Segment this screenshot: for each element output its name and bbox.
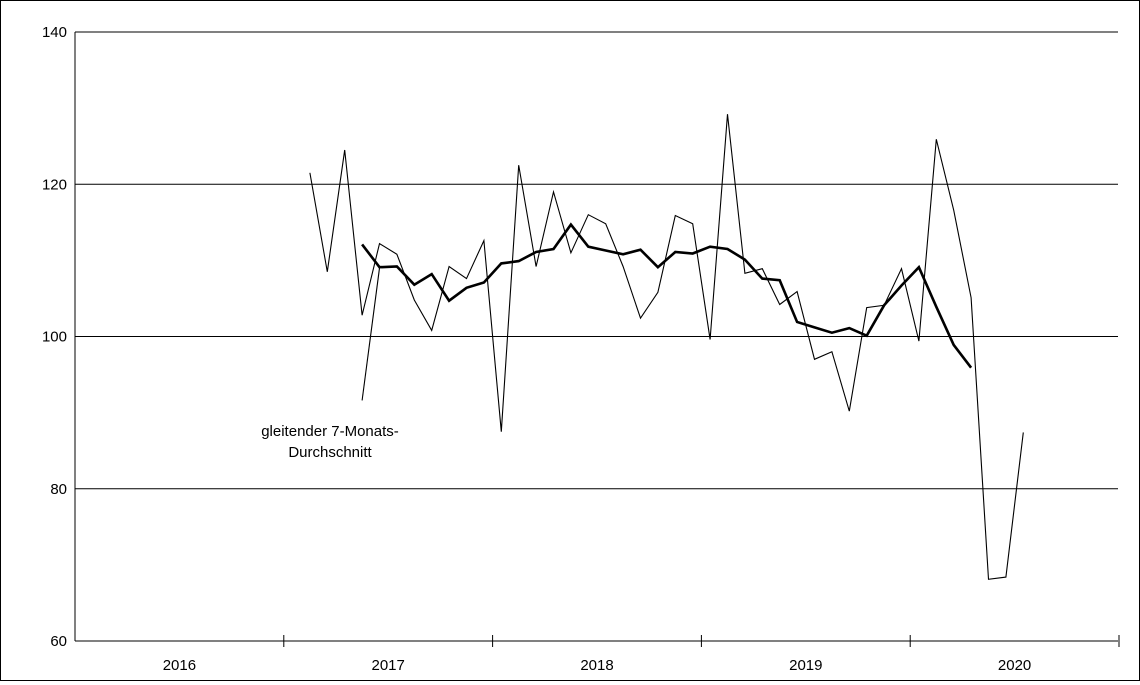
y-tick-label: 100	[42, 329, 67, 346]
x-tick-label: 2020	[998, 657, 1031, 674]
x-tick-label: 2017	[372, 657, 405, 674]
y-tick-label: 120	[42, 176, 67, 193]
y-tick-label: 60	[50, 633, 67, 650]
gridlines	[75, 31, 1118, 642]
axes	[74, 32, 1120, 647]
y-tick-label: 140	[42, 24, 67, 41]
annotation-label-line: gleitender 7-Monats-	[261, 423, 399, 440]
annotations: gleitender 7-Monats- Durchschnitt	[261, 423, 399, 461]
annotation-label-line: Durchschnitt	[288, 444, 372, 461]
y-tick-label: 80	[50, 481, 67, 498]
series-lines	[309, 114, 1024, 580]
series-line-moving-average	[361, 222, 973, 369]
x-tick-label: 2016	[163, 657, 196, 674]
tick-labels: 60 80 100 120 140 2016 2017 2018 2019 2020	[42, 24, 1031, 674]
x-tick-label: 2018	[580, 657, 613, 674]
series-line-monthly-1	[361, 267, 381, 401]
x-tick-label: 2019	[789, 657, 822, 674]
